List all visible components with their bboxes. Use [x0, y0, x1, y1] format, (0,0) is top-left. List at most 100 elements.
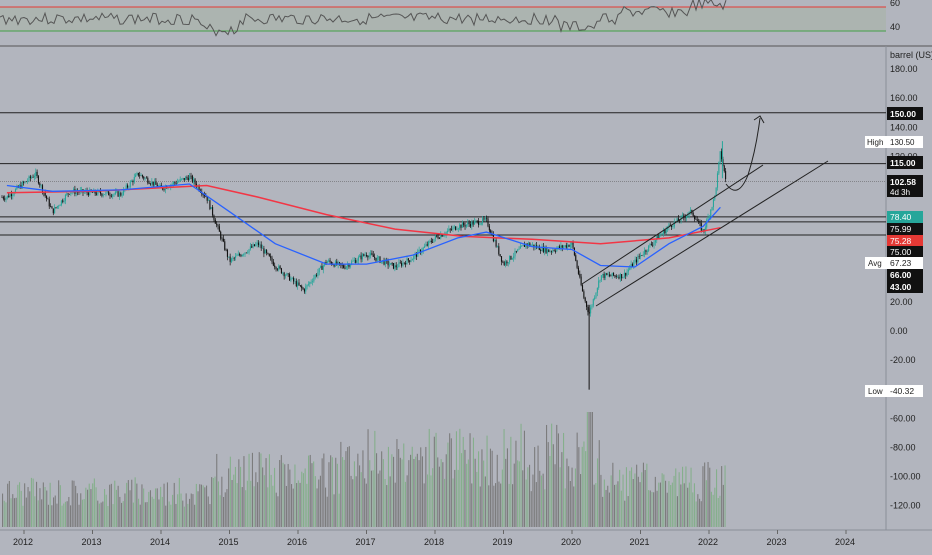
volume-bar: [289, 469, 291, 527]
volume-bar: [576, 432, 578, 527]
projection-arrowhead: [753, 115, 765, 124]
volume-bar: [410, 454, 412, 527]
candle-body: [580, 276, 582, 286]
volume-bar: [535, 482, 537, 527]
candle-body: [314, 274, 316, 278]
candle-body: [550, 251, 552, 253]
volume-bar: [547, 442, 549, 527]
volume-bar: [253, 486, 255, 527]
candle-body: [664, 229, 666, 234]
candle-body: [553, 250, 555, 251]
volume-bar: [207, 496, 209, 527]
volume-bar: [549, 456, 551, 527]
volume-bar: [501, 469, 503, 527]
candle-body: [640, 255, 642, 257]
volume-bar: [199, 484, 201, 527]
volume-bar: [284, 464, 286, 527]
volume-bar: [214, 476, 216, 527]
candle-body: [452, 227, 454, 230]
candle-body: [499, 254, 501, 257]
volume-bar: [464, 449, 466, 527]
avg-label: Avg: [868, 259, 882, 268]
level-78-value: 78.40: [890, 212, 912, 222]
volume-bar: [588, 412, 590, 527]
volume-bar: [639, 482, 641, 527]
candle-body: [178, 181, 180, 182]
candle-body: [668, 224, 670, 228]
candle-body: [483, 218, 485, 220]
volume-bar: [580, 474, 582, 527]
volume-bar: [325, 487, 327, 527]
volume-bar: [724, 465, 726, 527]
volume-bar: [510, 436, 512, 527]
candle-body: [476, 220, 478, 222]
candle-body: [306, 284, 308, 287]
candle-body: [41, 185, 44, 193]
volume-bar: [22, 505, 24, 527]
candle-body: [603, 273, 605, 278]
volume-bar: [597, 458, 599, 527]
volume-bar: [336, 463, 338, 527]
rsi-pane: 60 40: [0, 0, 900, 46]
volume-bar: [294, 464, 296, 527]
volume-bar: [221, 476, 223, 527]
candle-body: [425, 244, 427, 247]
volume-bar: [54, 495, 56, 527]
volume-bar: [637, 476, 639, 527]
candle-body: [279, 266, 281, 269]
candle-body: [122, 189, 125, 195]
candle-body: [721, 151, 723, 160]
projection-arrow[interactable]: [725, 117, 761, 191]
time-tick-label: 2015: [219, 537, 239, 547]
volume-bar: [568, 466, 570, 527]
candle-body: [299, 285, 301, 286]
candle-body: [715, 187, 717, 196]
volume-bar: [357, 453, 359, 527]
volume-bar: [10, 498, 12, 527]
candle-body: [320, 265, 322, 268]
candle-body: [139, 175, 141, 177]
candle-body: [310, 281, 312, 283]
candle-body: [469, 224, 471, 227]
volume-bar: [231, 479, 233, 527]
candle-body: [136, 172, 138, 175]
volume-bar: [345, 451, 347, 527]
volume-bar: [95, 487, 97, 527]
level-78-tag: [887, 211, 923, 223]
candle-body: [249, 246, 251, 250]
volume-bar: [457, 469, 459, 527]
time-tick-label: 2019: [493, 537, 513, 547]
volume-bar: [440, 459, 442, 527]
volume-bar: [445, 454, 447, 527]
volume-bar: [93, 478, 95, 527]
volume-bar: [459, 428, 461, 527]
ma-short-line: [6, 183, 721, 268]
channel-lower-trendline[interactable]: [595, 160, 829, 307]
candle-body: [264, 250, 266, 254]
volume-bar: [365, 483, 367, 527]
candle-body: [256, 242, 258, 245]
volume-bar: [165, 505, 167, 527]
volume-bar: [189, 498, 191, 527]
candle-body: [673, 221, 675, 227]
candle-body: [154, 181, 156, 186]
time-tick-label: 2012: [13, 537, 33, 547]
volume-bar: [619, 469, 621, 527]
candle-body: [464, 225, 466, 227]
candle-body: [478, 220, 480, 225]
volume-bar: [680, 484, 682, 527]
candle-body: [222, 238, 224, 242]
candle-body: [372, 254, 374, 257]
candle-body: [637, 256, 639, 263]
volume-bar: [248, 453, 250, 527]
volume-bar: [489, 448, 491, 527]
candle-body: [232, 257, 234, 259]
candle-body: [517, 249, 519, 252]
trend-drawings[interactable]: [581, 115, 829, 307]
volume-bar: [37, 500, 39, 527]
channel-upper-trendline[interactable]: [581, 164, 764, 285]
volume-bar: [226, 489, 228, 527]
time-axis[interactable]: 2012 2013 2014 2015 2016 2017 2018 2019 2020 2021…: [0, 529, 932, 547]
